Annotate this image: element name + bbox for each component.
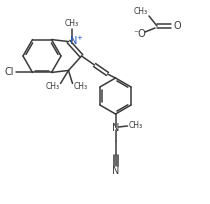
Text: N: N [70, 35, 77, 45]
Text: CH₃: CH₃ [134, 7, 148, 16]
Text: N: N [112, 166, 119, 176]
Text: +: + [77, 34, 83, 41]
Text: CH₃: CH₃ [45, 82, 60, 91]
Text: O: O [173, 21, 181, 31]
Text: CH₃: CH₃ [129, 122, 143, 131]
Text: CH₃: CH₃ [74, 82, 88, 91]
Text: Cl: Cl [5, 68, 14, 78]
Text: N: N [112, 123, 119, 133]
Text: CH₃: CH₃ [64, 19, 79, 28]
Text: ⁻O: ⁻O [134, 29, 146, 39]
